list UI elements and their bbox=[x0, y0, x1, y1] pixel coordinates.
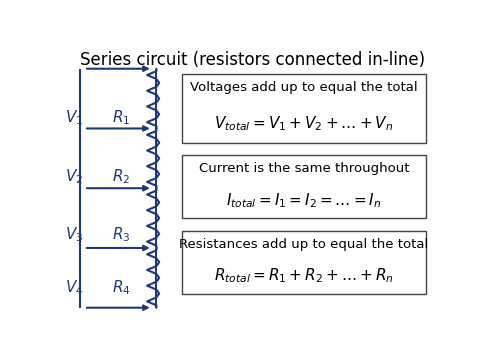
Text: $R_1$: $R_1$ bbox=[112, 108, 130, 127]
Text: $V_2$: $V_2$ bbox=[65, 167, 83, 186]
Text: $V_1$: $V_1$ bbox=[65, 108, 83, 127]
Text: $V_3$: $V_3$ bbox=[65, 226, 83, 244]
Text: $V_{total} = V_1 + V_2 + \ldots + V_n$: $V_{total} = V_1 + V_2 + \ldots + V_n$ bbox=[214, 114, 394, 133]
Text: $R_3$: $R_3$ bbox=[112, 226, 130, 244]
Text: $V_4$: $V_4$ bbox=[65, 279, 83, 298]
Text: $R_4$: $R_4$ bbox=[112, 279, 130, 298]
FancyBboxPatch shape bbox=[182, 231, 425, 294]
Text: $R_2$: $R_2$ bbox=[112, 167, 130, 186]
FancyBboxPatch shape bbox=[182, 155, 425, 218]
Text: $I_{total} = I_1 = I_2 = \ldots = I_n$: $I_{total} = I_1 = I_2 = \ldots = I_n$ bbox=[226, 191, 382, 210]
Text: $R_{total} = R_1 + R_2 + \ldots + R_n$: $R_{total} = R_1 + R_2 + \ldots + R_n$ bbox=[214, 267, 394, 285]
Text: Voltages add up to equal the total: Voltages add up to equal the total bbox=[190, 81, 418, 94]
Text: Series circuit (resistors connected in-line): Series circuit (resistors connected in-l… bbox=[80, 50, 425, 69]
FancyBboxPatch shape bbox=[182, 74, 425, 143]
Text: Current is the same throughout: Current is the same throughout bbox=[199, 162, 409, 175]
Text: Resistances add up to equal the total: Resistances add up to equal the total bbox=[179, 238, 429, 251]
